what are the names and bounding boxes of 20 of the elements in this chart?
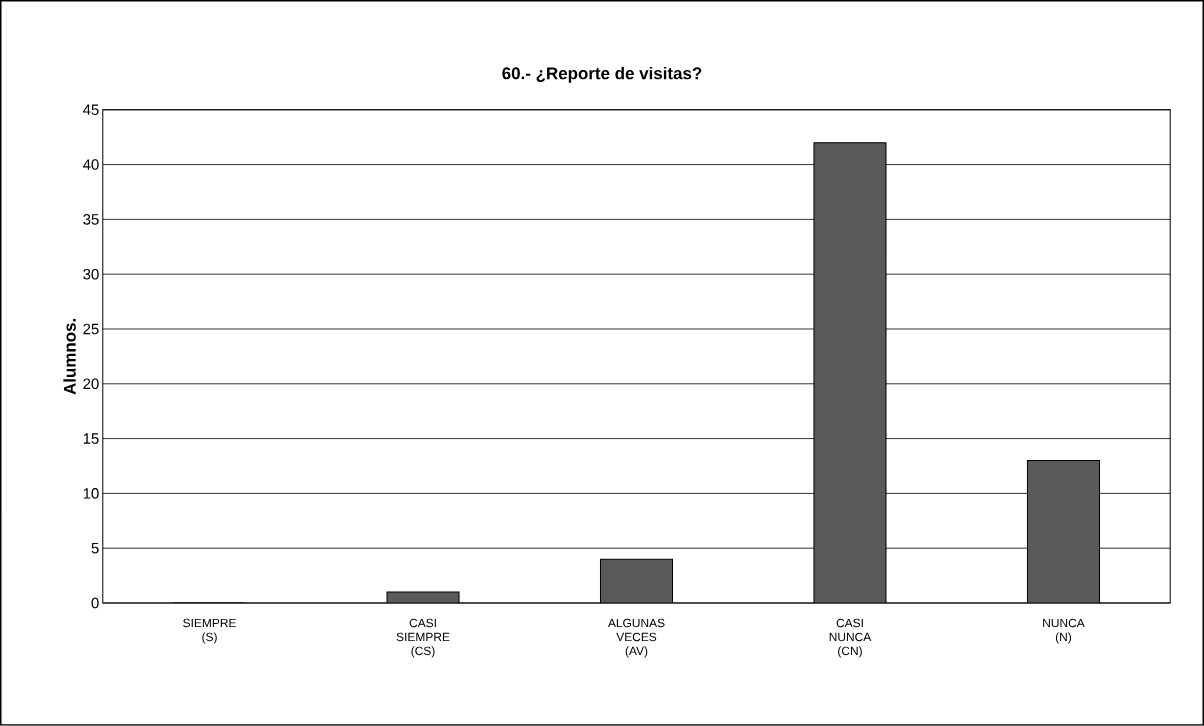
y-tick-label: 45 xyxy=(82,104,99,116)
x-tick-label: ALGUNAS VECES (AV) xyxy=(607,618,665,658)
bar xyxy=(813,142,887,604)
x-tick-label: SIEMPRE (S) xyxy=(183,618,236,644)
bar xyxy=(1026,460,1100,604)
y-tick-label: 35 xyxy=(83,214,99,225)
y-tick-label: 5 xyxy=(91,543,99,554)
y-tick-label: 40 xyxy=(82,159,99,170)
chart-title: 60.- ¿Reporte de visitas? xyxy=(502,66,702,83)
y-tick-label: 0 xyxy=(91,597,99,609)
y-tick-label: 10 xyxy=(83,488,99,499)
y-tick-label: 25 xyxy=(83,323,99,335)
bar xyxy=(599,558,674,604)
y-tick-label: 30 xyxy=(83,268,99,280)
x-tick-label: NUNCA (N) xyxy=(1043,618,1085,644)
y-tick-label: 15 xyxy=(83,433,99,444)
x-tick-label: CASI NUNCA (CN) xyxy=(829,618,872,658)
x-tick-label: CASI SIEMPRE (CS) xyxy=(396,618,450,658)
y-tick-label: 20 xyxy=(83,378,99,390)
y-axis-title: Alumnos. xyxy=(63,319,76,395)
